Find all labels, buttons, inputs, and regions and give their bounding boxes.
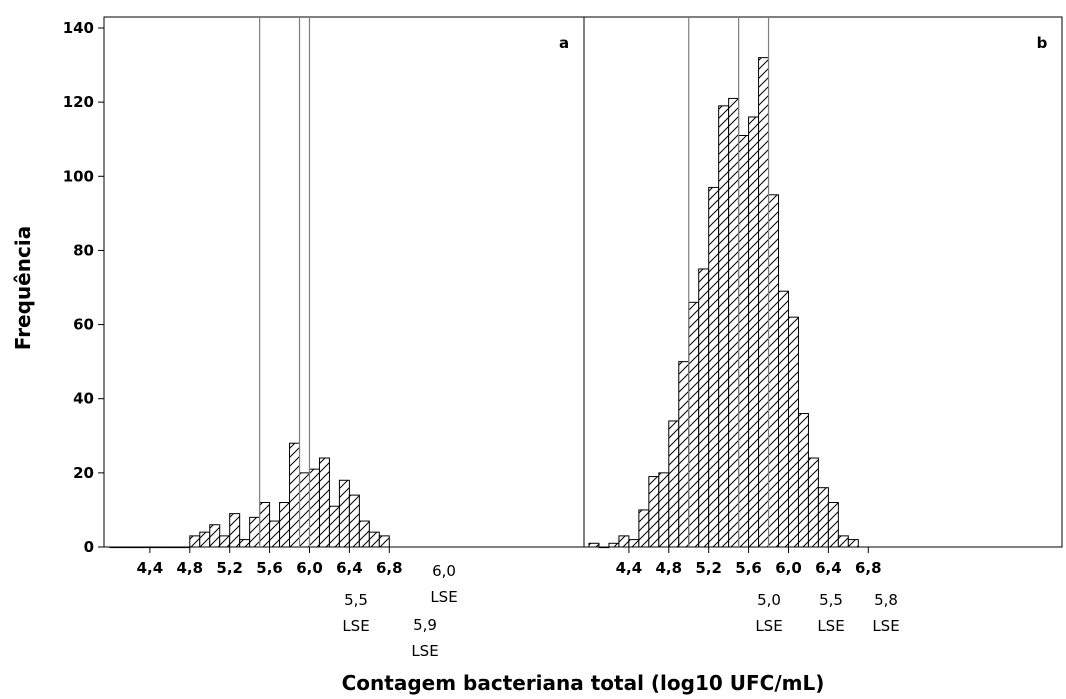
histogram-bar (668, 420, 680, 548)
x-tick-label: 4,8 (656, 559, 683, 577)
histogram-bar (837, 535, 849, 548)
histogram-bar (149, 546, 161, 549)
histogram-bar (239, 539, 251, 548)
histogram-bar (787, 316, 799, 548)
histogram-bar (847, 539, 859, 548)
histogram-bar (768, 194, 780, 548)
histogram-bar (338, 479, 350, 548)
histogram-bar (139, 546, 151, 549)
x-tick-label: 4,4 (137, 559, 164, 577)
x-tick-label: 4,8 (177, 559, 204, 577)
x-tick-label: 6,8 (855, 559, 882, 577)
histogram-bar (269, 520, 281, 548)
plot-frame (103, 16, 1063, 548)
histogram-bar (249, 516, 261, 548)
histogram-bar (308, 468, 320, 548)
x-tick-label: 5,6 (735, 559, 762, 577)
histogram-bar (718, 105, 730, 548)
x-tick-label: 5,6 (256, 559, 283, 577)
reference-label: 6,0 LSE (430, 562, 457, 606)
histogram-bar (598, 546, 610, 549)
histogram-bar (648, 476, 660, 548)
reference-label: 5,9 LSE (411, 616, 438, 660)
histogram-bar (608, 542, 620, 548)
y-tick-label: 120 (63, 93, 94, 111)
x-tick-label: 6,8 (376, 559, 403, 577)
histogram-bar (229, 513, 241, 548)
histogram-bar (588, 542, 600, 548)
histogram-bar (358, 520, 370, 548)
histogram-bar (628, 539, 640, 548)
histogram-bar (368, 531, 380, 548)
histogram-bar (817, 487, 829, 548)
y-tick-label: 0 (84, 538, 94, 556)
x-tick-label: 6,4 (336, 559, 363, 577)
y-axis-title: Frequência (11, 226, 35, 350)
histogram-bar (807, 457, 819, 548)
histogram-bar (758, 57, 770, 548)
histogram-bar (797, 413, 809, 548)
x-axis-title: Contagem bacteriana total (log10 UFC/mL) (342, 671, 825, 695)
histogram-bar (289, 442, 301, 548)
reference-label: 5,5 LSE (342, 591, 369, 635)
histogram-bar (688, 301, 700, 548)
histogram-bar (119, 546, 131, 549)
histogram-bar (169, 546, 181, 549)
histogram-bar (299, 472, 310, 548)
histogram-bar (698, 268, 710, 548)
histogram-bar (678, 361, 690, 548)
reference-label: 5,0 LSE (755, 591, 782, 635)
histogram-bar (748, 116, 760, 548)
reference-label: 5,5 LSE (817, 591, 844, 635)
histogram-bar (209, 524, 221, 548)
y-tick-label: 20 (73, 464, 94, 482)
x-tick-label: 5,2 (695, 559, 722, 577)
x-tick-label: 4,4 (616, 559, 643, 577)
panel-label: b (1037, 34, 1048, 52)
y-tick-label: 80 (73, 241, 94, 259)
histogram-bar (219, 535, 231, 548)
histogram-bar (778, 290, 789, 548)
histogram-bar (827, 502, 839, 548)
histogram-bar (348, 494, 360, 548)
y-tick-label: 60 (73, 316, 94, 334)
histogram-bar (109, 546, 121, 549)
histogram-bar (638, 509, 650, 548)
histogram-bar (279, 502, 291, 548)
y-tick-label: 40 (73, 390, 94, 408)
histogram-bar (129, 546, 141, 549)
y-tick-label: 140 (63, 19, 94, 37)
histogram-bar (159, 546, 171, 549)
histogram-bar (658, 472, 670, 548)
reference-label: 5,8 LSE (872, 591, 899, 635)
histogram-bar (259, 502, 271, 548)
x-tick-label: 6,0 (296, 559, 323, 577)
histogram-bar (318, 457, 330, 548)
histogram-bar (738, 135, 750, 548)
panel-label: a (559, 34, 569, 52)
x-tick-label: 6,4 (815, 559, 842, 577)
histogram-bar (378, 535, 390, 548)
histogram-bar (189, 535, 201, 548)
x-tick-label: 6,0 (775, 559, 802, 577)
histogram-bar (728, 97, 740, 548)
x-tick-label: 5,2 (216, 559, 243, 577)
histogram-bar (179, 546, 191, 549)
y-tick-label: 100 (63, 167, 94, 185)
histogram-bar (199, 531, 211, 548)
histogram-bar (618, 535, 630, 548)
histogram-bar (708, 186, 720, 548)
histogram-bar (328, 505, 340, 548)
